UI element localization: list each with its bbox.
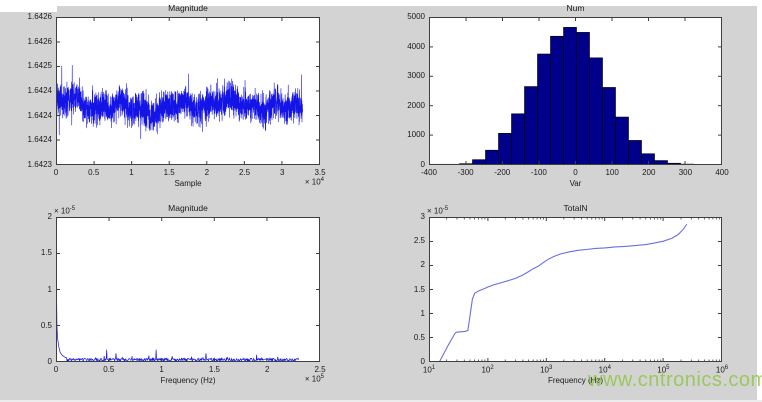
- y-tick-label: 0: [420, 160, 425, 169]
- window-border-top: [0, 0, 762, 6]
- x-tick-label: 3: [280, 168, 285, 177]
- y-tick-label: 2: [47, 212, 52, 221]
- y-tick-label: 0.5: [413, 332, 425, 342]
- x-tick-label: 0: [53, 168, 59, 177]
- y-tick-label: 1.6424: [27, 110, 52, 120]
- x-tick-label: 1.5: [163, 168, 175, 177]
- y-tick-label: 1.6424: [27, 135, 52, 145]
- x-exponent-label: × 104: [304, 177, 324, 187]
- spectrum-plot: [55, 216, 320, 363]
- x-tick-label: 106: [715, 365, 729, 375]
- x-tick-label: 2.5: [314, 365, 326, 374]
- x-tick-label: 1: [159, 365, 164, 374]
- x-tick-label: 102: [481, 365, 494, 375]
- y-tick-label: 4000: [407, 41, 425, 51]
- y-tick-label: 5000: [407, 12, 425, 21]
- y-tick-label: 1.6425: [27, 61, 52, 71]
- y-tick-label: 3000: [407, 71, 425, 81]
- x-tick-label: 0.5: [88, 168, 100, 177]
- x-tick-label: 2: [204, 168, 210, 177]
- y-tick-label: 3: [420, 212, 425, 221]
- x-axis-label: Frequency (Hz): [160, 376, 216, 385]
- signal-plot: [55, 17, 320, 165]
- x-axis-label: Var: [569, 179, 582, 188]
- window-border-bottom: [0, 400, 762, 402]
- x-tick-label: 100: [605, 168, 619, 177]
- x-tick-label: 0: [53, 365, 59, 374]
- chart-title: TotalN: [563, 203, 588, 213]
- x-tick-label: 1.5: [208, 365, 220, 374]
- y-tick-label: 1.6424: [27, 86, 52, 95]
- y-exponent-label: × 10-5: [427, 206, 449, 216]
- y-tick-label: 0.5: [40, 320, 52, 330]
- x-tick-label: 101: [422, 365, 436, 375]
- y-tick-label: 1: [47, 284, 52, 294]
- chart-title: Num: [566, 3, 585, 13]
- y-tick-label: 0: [420, 357, 425, 366]
- x-tick-label: 104: [598, 365, 611, 375]
- y-tick-label: 1.5: [413, 284, 425, 294]
- y-exponent-label: × 10-5: [54, 206, 76, 216]
- x-tick-label: 0: [573, 168, 578, 177]
- x-tick-label: 3.5: [314, 168, 326, 177]
- x-tick-label: 103: [540, 365, 553, 375]
- x-tick-label: 1: [129, 168, 134, 177]
- x-tick-label: -300: [457, 168, 474, 177]
- histogram-plot: [429, 17, 722, 166]
- chart-title: Magnitude: [168, 203, 208, 213]
- x-axis-label: Frequency (Hz): [547, 376, 604, 385]
- watermark: www.cntronics.com: [588, 369, 762, 391]
- y-tick-label: 0: [47, 357, 52, 366]
- y-tick-label: 1000: [407, 130, 425, 140]
- x-tick-label: 105: [657, 365, 670, 375]
- x-tick-label: -400: [420, 168, 437, 177]
- window-border-right: [757, 0, 762, 402]
- x-tick-label: 2: [264, 365, 270, 374]
- y-tick-label: 2000: [407, 100, 425, 110]
- y-tick-label: 1.5: [40, 248, 52, 258]
- x-tick-label: 2.5: [239, 168, 251, 177]
- x-tick-label: -100: [530, 168, 547, 177]
- y-tick-label: 1.6426: [27, 12, 52, 21]
- x-tick-label: 300: [678, 168, 693, 177]
- x-axis-label: Sample: [174, 179, 202, 188]
- y-tick-label: 1.6426: [27, 36, 52, 46]
- y-tick-label: 2: [420, 260, 425, 270]
- y-tick-label: 1.6423: [27, 160, 52, 169]
- y-tick-label: 1: [420, 308, 425, 318]
- x-tick-label: 200: [642, 168, 656, 177]
- window-border-corner: [0, 0, 57, 12]
- y-tick-label: 2.5: [413, 236, 425, 246]
- chart-title: Magnitude: [168, 3, 208, 13]
- cumulative-plot: [429, 217, 722, 363]
- x-tick-label: -200: [494, 168, 511, 177]
- x-tick-label: 400: [715, 168, 729, 177]
- x-exponent-label: × 105: [304, 374, 324, 384]
- x-tick-label: 0.5: [103, 365, 115, 374]
